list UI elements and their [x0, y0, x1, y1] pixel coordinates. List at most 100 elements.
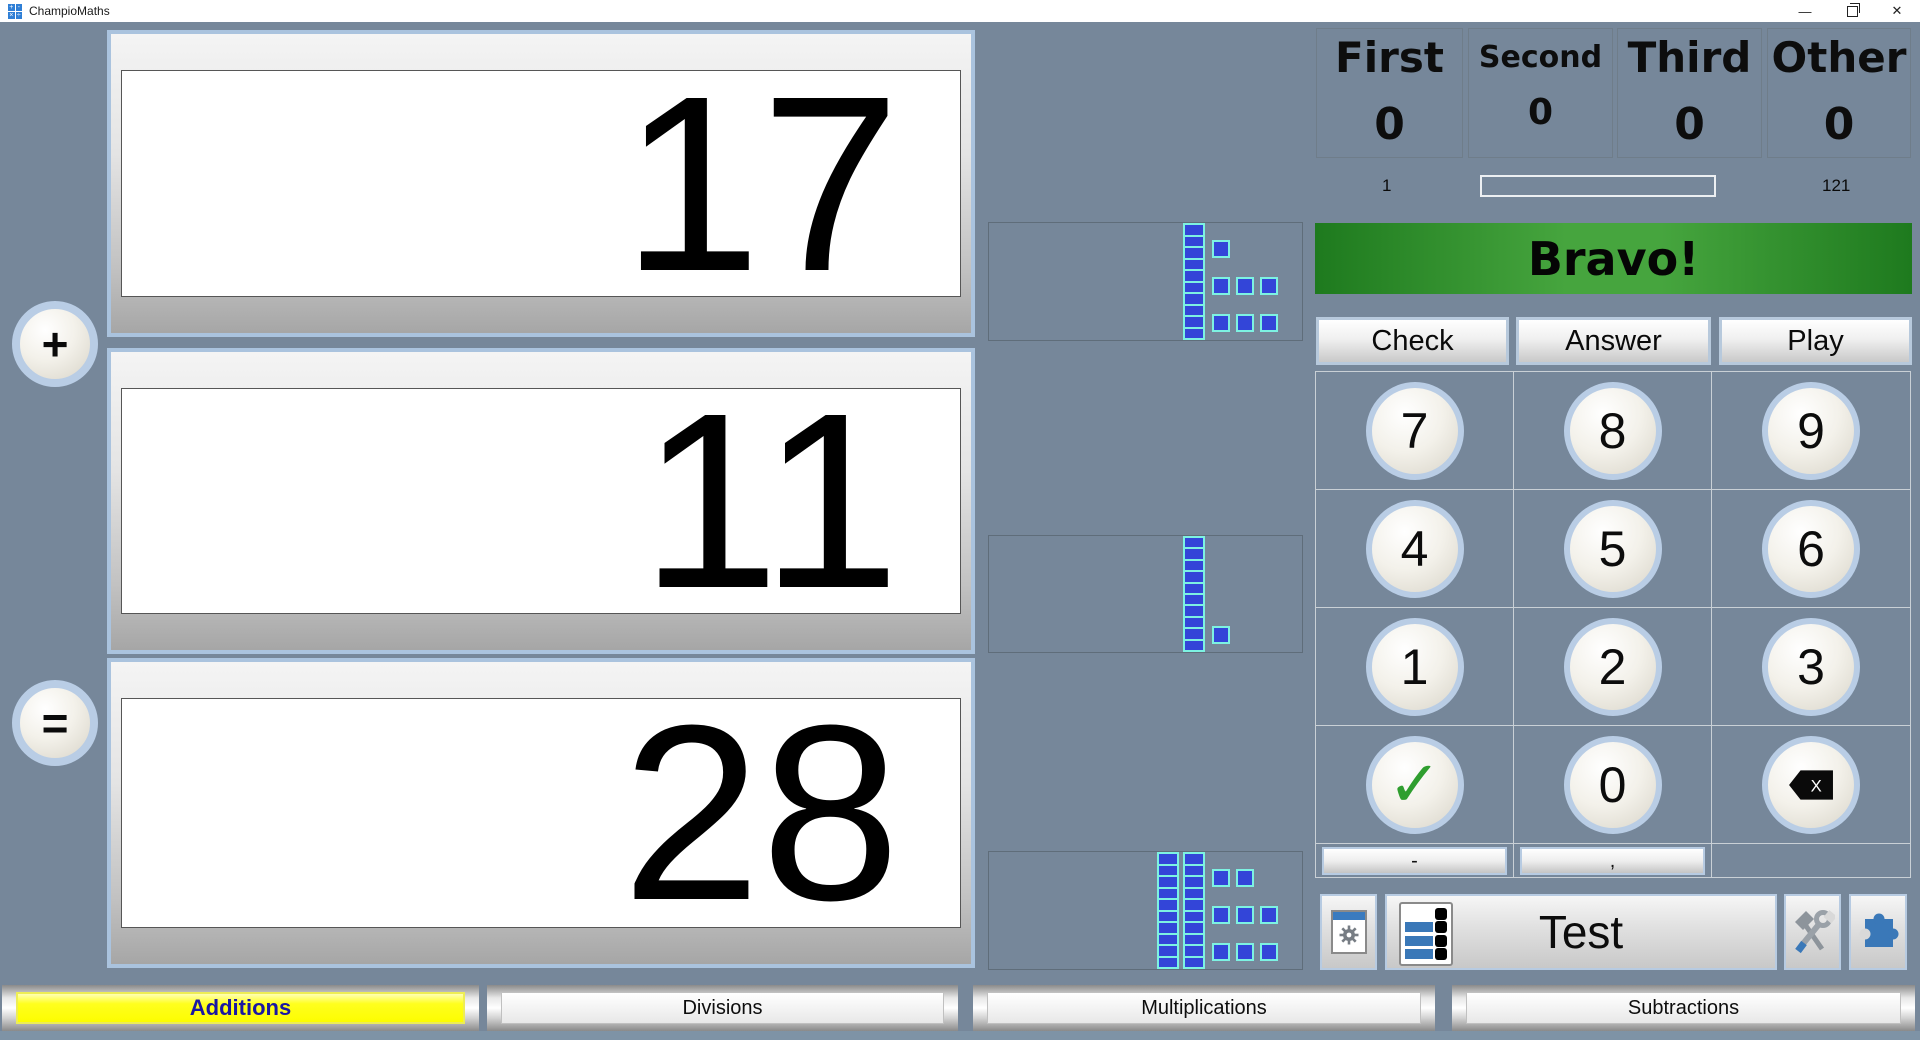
tens-rods: [1183, 223, 1205, 340]
keypad-cell: 9: [1712, 372, 1910, 490]
first-operand-display: 17: [121, 58, 961, 308]
keypad-cell: 4: [1316, 490, 1514, 608]
minimize-icon[interactable]: —: [1798, 3, 1812, 19]
blocks-panel-answer: [988, 851, 1303, 970]
app-icon-plus: +: [8, 4, 15, 11]
key-5[interactable]: 5: [1563, 499, 1662, 598]
wrench-hammer-icon: [1794, 910, 1835, 954]
feedback-banner: Bravo!: [1315, 223, 1912, 294]
score-value: 0: [1823, 99, 1855, 150]
app-icon-multiply: ×: [8, 12, 15, 19]
answer-button[interactable]: Answer: [1516, 317, 1711, 365]
tab-section-multiplications: Multiplications: [973, 985, 1435, 1031]
blocks-panel-first: [988, 222, 1303, 341]
score-label: Third: [1627, 33, 1752, 82]
numeric-keypad: 7 8 9 4 5 6 1 2 3 ✓ 0 X - ,: [1315, 371, 1911, 878]
app-icon: + - × ÷: [8, 4, 22, 19]
tab-subtractions[interactable]: Subtractions: [1466, 992, 1901, 1024]
plugins-button[interactable]: [1849, 894, 1907, 970]
settings-button[interactable]: [1320, 894, 1377, 970]
window-title: ChampioMaths: [29, 4, 110, 18]
validate-key[interactable]: ✓: [1365, 735, 1464, 834]
key-4[interactable]: 4: [1365, 499, 1464, 598]
gear-icon: [1333, 920, 1365, 950]
tab-section-divisions: Divisions: [487, 985, 958, 1031]
answer-input-display[interactable]: 28: [121, 688, 961, 938]
svg-text:X: X: [1811, 776, 1822, 795]
unit-squares: [1212, 852, 1292, 969]
tab-section-subtractions: Subtractions: [1452, 985, 1915, 1031]
progress-total: 121: [1822, 176, 1851, 195]
score-value: 0: [1674, 99, 1705, 150]
puzzle-icon: [1859, 913, 1899, 947]
backspace-icon: X: [1789, 769, 1833, 800]
score-box-second: Second 0: [1468, 28, 1613, 158]
keypad-cell: 5: [1514, 490, 1712, 608]
key-0[interactable]: 0: [1563, 735, 1662, 834]
score-label: Other: [1771, 33, 1907, 82]
keypad-cell: 0: [1514, 726, 1712, 844]
check-button[interactable]: Check: [1316, 317, 1509, 365]
tab-multiplications[interactable]: Multiplications: [987, 992, 1421, 1024]
levels-list-icon: [1399, 902, 1453, 966]
app-icon-divide: ÷: [15, 12, 22, 19]
bottom-strip: [0, 1031, 1920, 1040]
play-button[interactable]: Play: [1719, 317, 1912, 365]
key-9[interactable]: 9: [1762, 381, 1860, 480]
second-operand-panel: 11: [107, 348, 975, 654]
score-label: Second: [1478, 40, 1603, 75]
tens-rods: [1183, 536, 1205, 653]
key-3[interactable]: 3: [1762, 617, 1860, 716]
unit-squares: [1212, 223, 1292, 340]
keypad-cell: 8: [1514, 372, 1712, 490]
keypad-cell: 6: [1712, 490, 1910, 608]
app-icon-minus: -: [15, 4, 22, 11]
score-value: 0: [1527, 92, 1554, 133]
keypad-cell: -: [1316, 844, 1514, 877]
keypad-cell: 3: [1712, 608, 1910, 726]
window-titlebar-glyph: [1332, 912, 1365, 920]
title-bar: + - × ÷ ChampioMaths — ✕: [0, 0, 1920, 22]
key-8[interactable]: 8: [1563, 381, 1662, 480]
key-7[interactable]: 7: [1365, 381, 1464, 480]
tab-additions[interactable]: Additions: [16, 992, 465, 1024]
tab-divisions[interactable]: Divisions: [501, 992, 944, 1024]
tens-rods: [1157, 852, 1205, 969]
first-operand-panel: 17: [107, 30, 975, 337]
minus-key[interactable]: -: [1322, 846, 1507, 875]
blocks-panel-second: [988, 535, 1303, 653]
score-box-first: First 0: [1316, 28, 1463, 158]
score-box-other: Other 0: [1767, 28, 1911, 158]
window-controls: — ✕: [1782, 0, 1920, 22]
score-box-third: Third 0: [1617, 28, 1762, 158]
close-icon[interactable]: ✕: [1891, 3, 1903, 18]
keypad-cell: 7: [1316, 372, 1514, 490]
tab-section-additions: Additions: [2, 985, 479, 1031]
backspace-key[interactable]: X: [1762, 735, 1860, 834]
keypad-cell: 2: [1514, 608, 1712, 726]
key-1[interactable]: 1: [1365, 617, 1464, 716]
score-value: 0: [1374, 99, 1405, 150]
second-operand-display: 11: [121, 376, 961, 626]
equals-operator: =: [12, 680, 98, 766]
progress-current: 1: [1382, 176, 1392, 195]
plus-operator: +: [12, 301, 98, 387]
test-button[interactable]: Test: [1385, 894, 1777, 970]
key-2[interactable]: 2: [1563, 617, 1662, 716]
score-label: First: [1335, 33, 1444, 82]
keypad-cell-empty: [1712, 844, 1910, 877]
keypad-cell: 1: [1316, 608, 1514, 726]
key-6[interactable]: 6: [1762, 499, 1860, 598]
window-settings-icon: [1330, 910, 1367, 954]
keypad-cell: ✓: [1316, 726, 1514, 844]
tools-button[interactable]: [1784, 894, 1841, 970]
check-mark-icon: ✓: [1387, 747, 1442, 822]
comma-key[interactable]: ,: [1520, 846, 1705, 875]
keypad-cell: X: [1712, 726, 1910, 844]
test-label: Test: [1538, 906, 1624, 958]
keypad-cell: ,: [1514, 844, 1712, 877]
unit-squares: [1212, 536, 1292, 652]
answer-panel: 28: [107, 658, 975, 968]
restore-icon[interactable]: [1828, 0, 1874, 22]
progress-bar: [1480, 175, 1716, 197]
